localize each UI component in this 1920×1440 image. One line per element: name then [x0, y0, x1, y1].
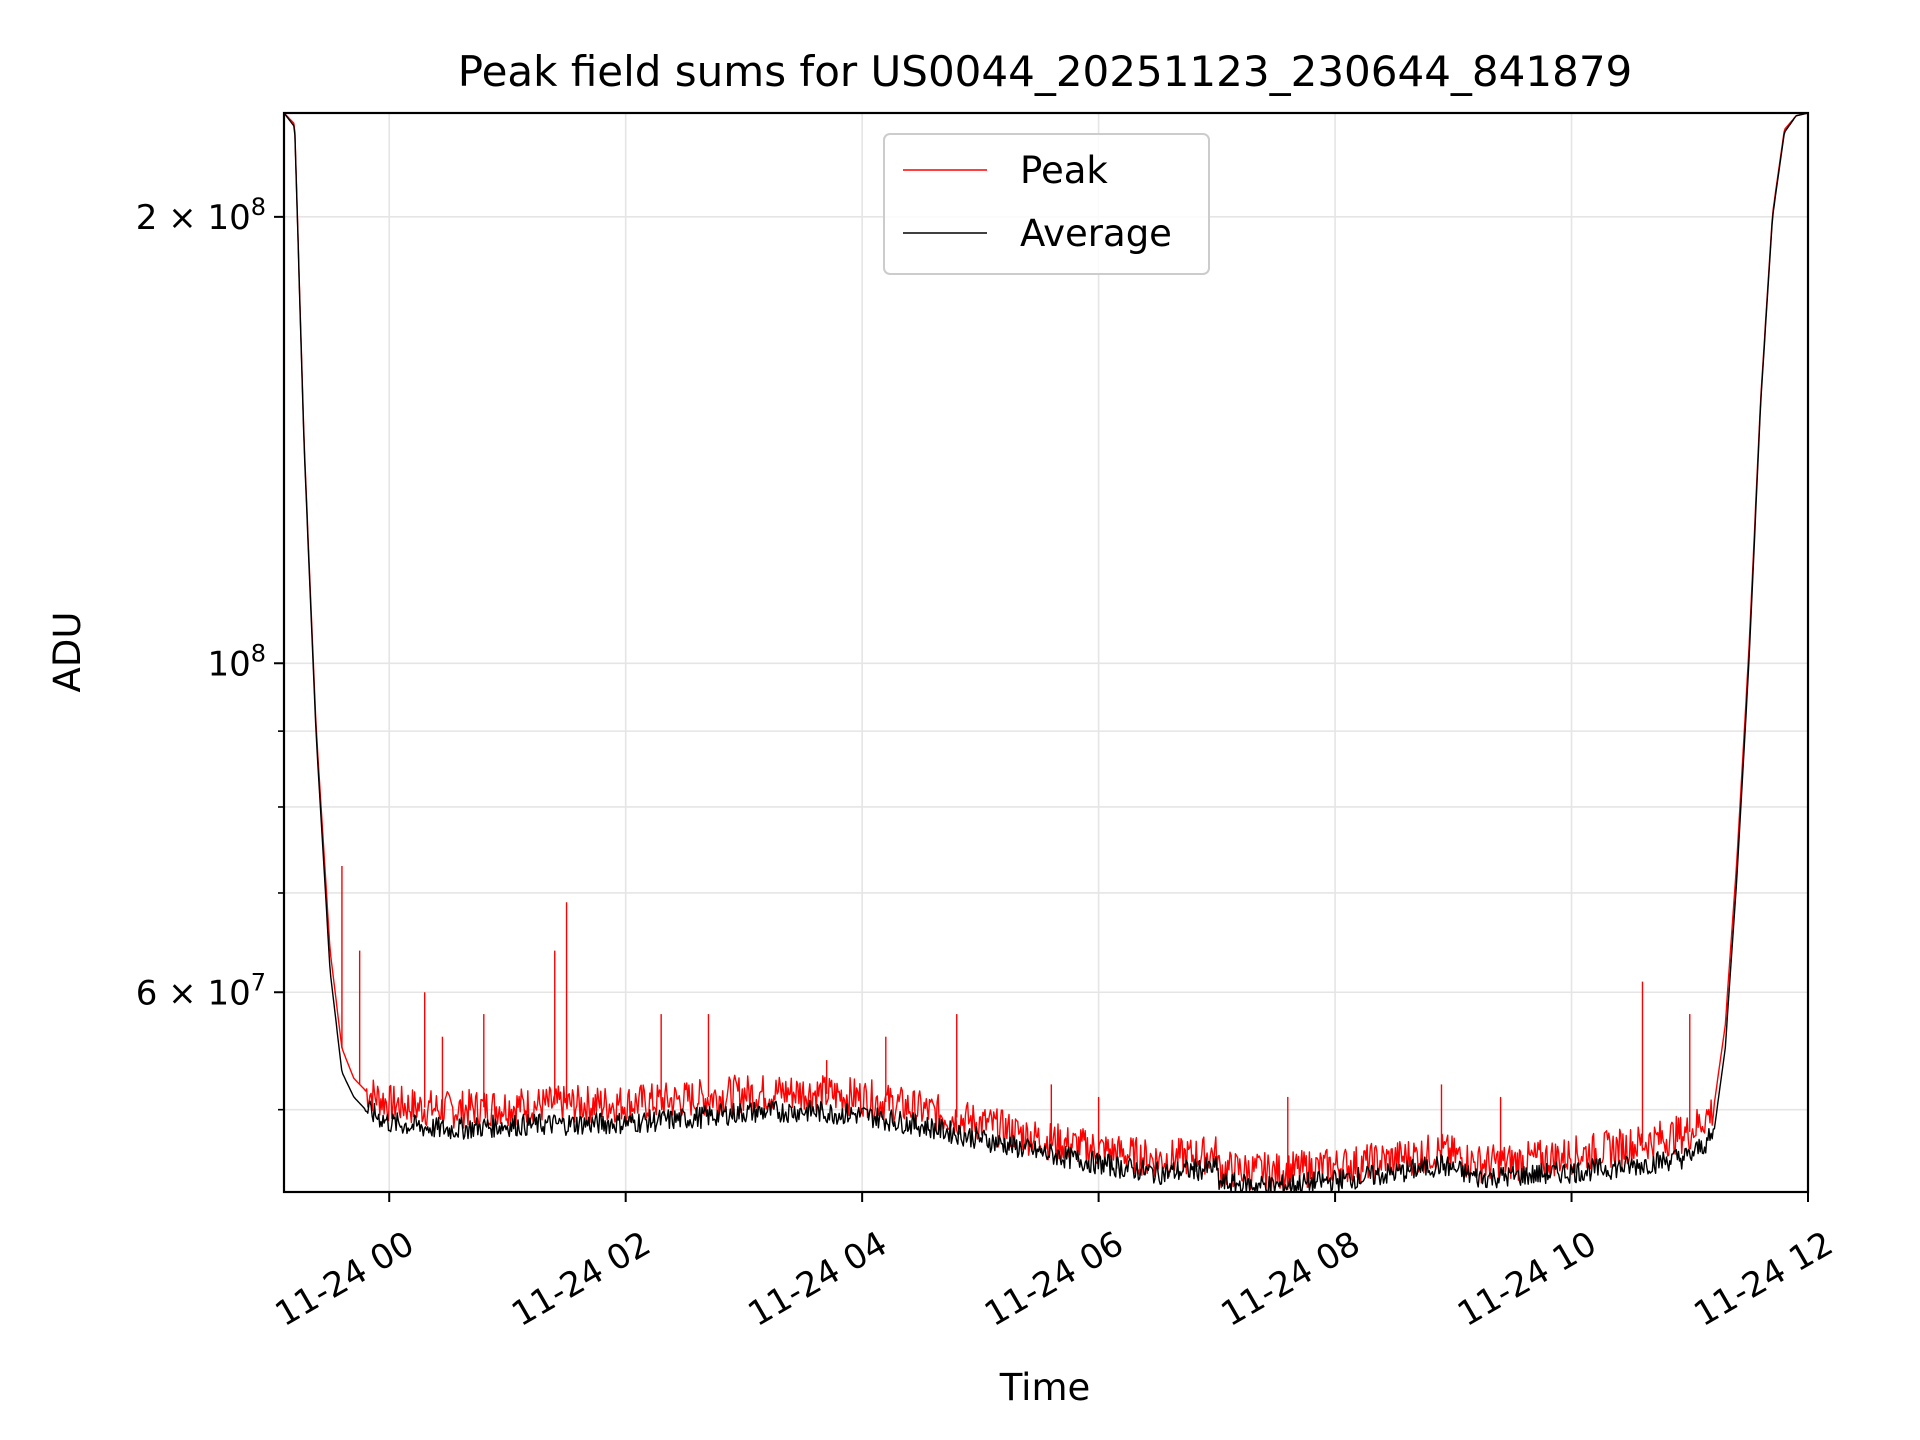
series-line-average	[283, 112, 1809, 1193]
x-axis-label: Time	[999, 1366, 1091, 1409]
series-layer	[283, 112, 1809, 1193]
y-tick-exponent: 8	[251, 639, 266, 667]
legend-box	[883, 133, 1210, 275]
y-tick-label: 6 × 107	[136, 968, 266, 1013]
legend-label-average: Average	[1020, 212, 1172, 255]
series-line-peak	[283, 112, 1809, 1192]
legend: Peak Average	[883, 133, 1210, 275]
y-axis-label: ADU	[46, 612, 89, 693]
plot-frame	[282, 111, 1810, 1194]
y-tick-exponent: 8	[251, 193, 266, 221]
grid-layer	[284, 113, 1809, 1192]
y-tick-label: 2 × 108	[136, 193, 266, 238]
chart-title: Peak field sums for US0044_20251123_2306…	[458, 47, 1633, 96]
y-tick-exponent: 7	[251, 968, 266, 996]
legend-label-peak: Peak	[1020, 149, 1108, 192]
